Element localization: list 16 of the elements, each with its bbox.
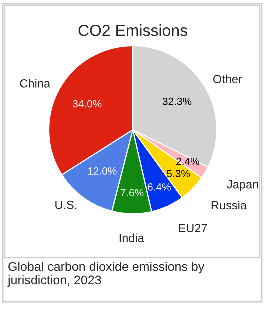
data-label: 12.0% (88, 168, 117, 175)
data-label: 5.3% (167, 170, 190, 178)
slice-label: Japan (227, 180, 258, 192)
data-label: 7.6% (120, 189, 144, 197)
chart-title: CO2 Emissions (78, 24, 188, 36)
text: Global carbon dioxide emissions by jurisdiction, 2023 (8, 262, 205, 288)
slice-label: Russia (212, 200, 248, 210)
data-label: 2.4% (176, 158, 200, 166)
slice-label: Other (213, 74, 242, 84)
slice-label: U.S. (56, 200, 77, 210)
data-label: 6.4% (148, 184, 171, 191)
slice-label: EU27 (179, 224, 208, 233)
slice-label: China (20, 79, 51, 88)
data-label: 32.3% (162, 98, 192, 106)
data-label: 34.0% (72, 100, 102, 108)
slice-label: India (120, 234, 144, 242)
